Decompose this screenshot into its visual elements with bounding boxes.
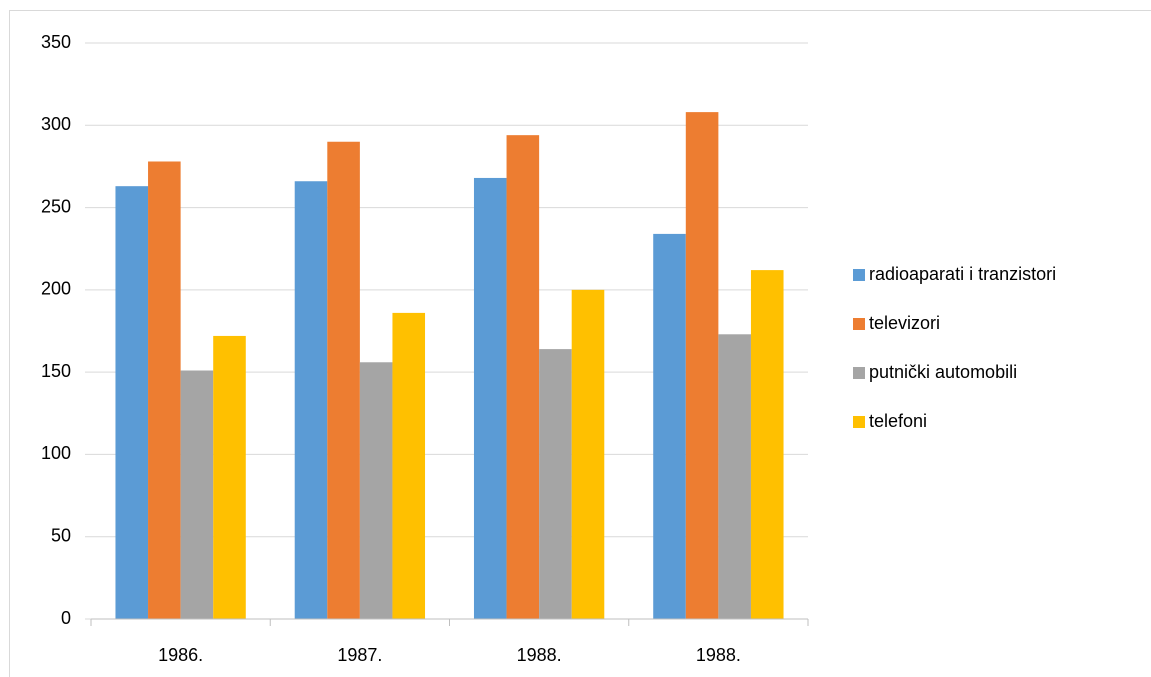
legend-label: putnički automobili xyxy=(869,362,1017,382)
y-tick-label: 100 xyxy=(41,443,71,463)
legend-label: radioaparati i tranzistori xyxy=(869,264,1056,284)
y-tick-label: 50 xyxy=(51,525,71,545)
y-tick-label: 0 xyxy=(61,608,71,628)
y-tick-label: 350 xyxy=(41,32,71,52)
legend-swatch xyxy=(853,416,865,428)
legend-swatch xyxy=(853,269,865,281)
bar xyxy=(180,370,214,619)
x-tick-label: 1986. xyxy=(158,645,203,665)
bar xyxy=(213,335,246,619)
bar xyxy=(473,177,507,619)
bar xyxy=(653,233,686,619)
x-tick-label: 1988. xyxy=(696,645,741,665)
y-tick-label: 300 xyxy=(41,114,71,134)
bar xyxy=(718,334,751,619)
bar xyxy=(359,362,393,619)
bar xyxy=(294,181,328,620)
bar xyxy=(750,270,784,619)
legend-label: telefoni xyxy=(869,411,927,431)
bar xyxy=(115,186,149,620)
chart-frame xyxy=(9,10,1151,677)
y-tick-label: 250 xyxy=(41,196,71,216)
bar xyxy=(571,289,605,619)
legend-label: televizori xyxy=(869,313,940,333)
x-tick-label: 1988. xyxy=(517,645,562,665)
x-tick-label: 1987. xyxy=(337,645,382,665)
bar xyxy=(392,312,426,619)
legend-swatch xyxy=(853,318,865,330)
y-tick-label: 200 xyxy=(41,279,71,299)
bar xyxy=(148,161,181,619)
bar xyxy=(539,349,572,619)
legend-swatch xyxy=(853,367,865,379)
bar xyxy=(685,112,719,620)
bar xyxy=(327,141,360,619)
y-tick-label: 150 xyxy=(41,361,71,381)
bar xyxy=(506,135,540,619)
